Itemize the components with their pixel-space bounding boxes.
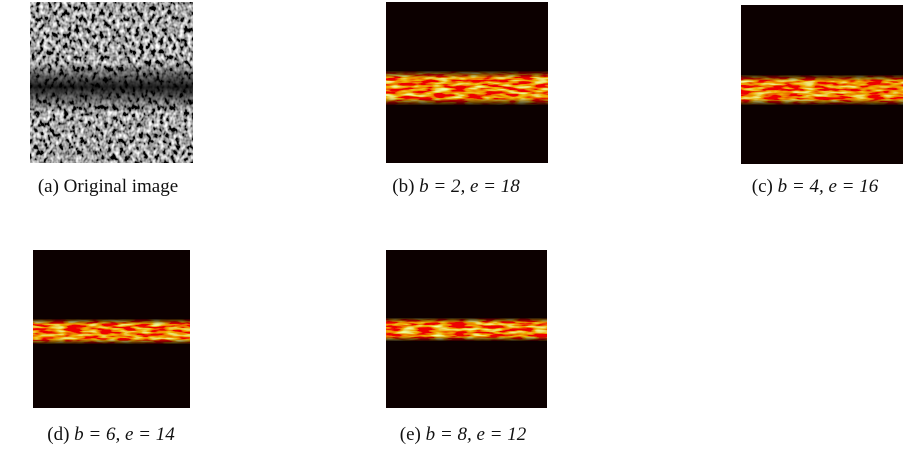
caption-label: (e) xyxy=(399,424,421,445)
caption-text: b = 6, e = 14 xyxy=(74,424,175,445)
caption: (a) Original image xyxy=(38,176,178,198)
original-image xyxy=(30,2,193,163)
caption: (c) b = 4, e = 16 xyxy=(752,176,878,198)
band-fade xyxy=(386,318,547,341)
dark-band xyxy=(30,62,193,112)
caption: (b) b = 2, e = 18 xyxy=(392,176,519,198)
caption-label: (c) xyxy=(751,176,773,197)
band-fade xyxy=(33,319,190,344)
caption-text: b = 2, e = 18 xyxy=(419,176,520,197)
caption-text: Original image xyxy=(63,176,179,197)
caption-label: (b) xyxy=(392,176,415,197)
caption-text: b = 4, e = 16 xyxy=(777,176,879,197)
caption-label: (a) xyxy=(37,176,59,197)
caption: (e) b = 8, e = 12 xyxy=(400,424,526,446)
heatmap-d xyxy=(33,250,190,408)
band-fade xyxy=(386,71,548,105)
band-fade xyxy=(741,75,903,105)
caption: (d) b = 6, e = 14 xyxy=(47,424,174,446)
heatmap-e xyxy=(386,250,547,408)
heatmap-b xyxy=(386,2,548,163)
heatmap-c xyxy=(741,5,903,164)
caption-label: (d) xyxy=(47,424,70,445)
caption-text: b = 8, e = 12 xyxy=(425,424,527,445)
